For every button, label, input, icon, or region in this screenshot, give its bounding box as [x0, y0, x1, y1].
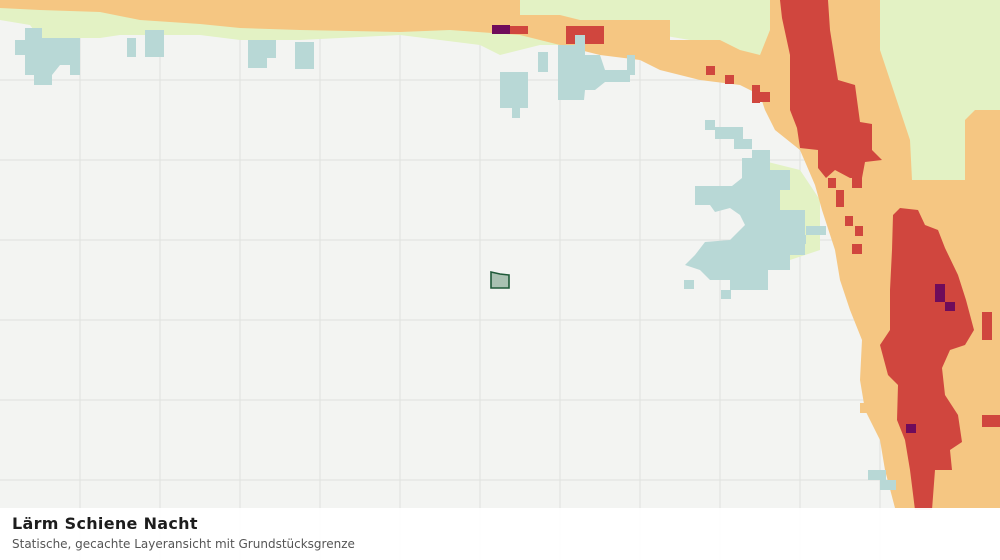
layer-title: Lärm Schiene Nacht: [12, 514, 198, 533]
noise-zone-high: [510, 0, 1000, 510]
noise-zone-medium: [0, 0, 1000, 508]
water-or-other: [15, 28, 896, 490]
caption-panel: Lärm Schiene Nacht Statische, gecachte L…: [0, 508, 1000, 560]
noise-zone-very-high: [492, 25, 955, 433]
parcel-boundary: [490, 271, 510, 289]
layer-subtitle: Statische, gecachte Layeransicht mit Gru…: [12, 537, 355, 551]
